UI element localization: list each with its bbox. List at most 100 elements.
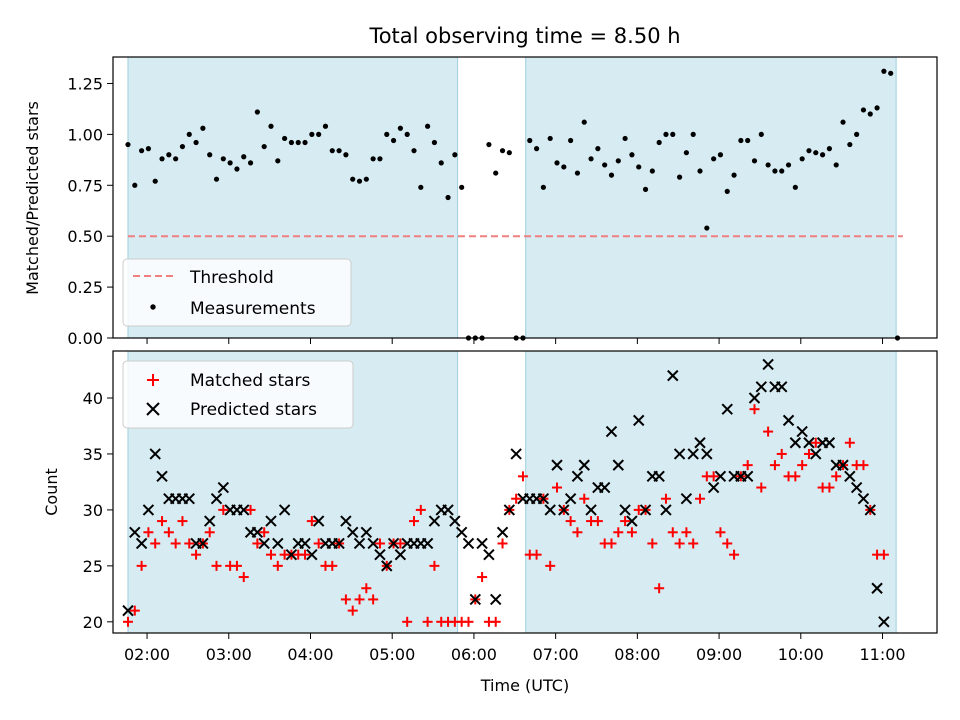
measurement-point	[636, 164, 642, 170]
matched-star-marker	[742, 460, 753, 471]
predicted-star-marker	[496, 526, 509, 538]
matched-star-marker	[517, 471, 528, 482]
marker-stroke	[442, 504, 454, 516]
marker-stroke	[653, 470, 665, 483]
measurement-point	[602, 162, 608, 168]
x-tick-label: 03:00	[206, 645, 252, 664]
predicted-star-marker	[455, 526, 468, 538]
marker-stroke	[381, 560, 393, 572]
marker-stroke	[490, 593, 502, 606]
x-tick-label: 08:00	[614, 645, 660, 664]
predicted-star-marker	[721, 403, 733, 415]
predicted-star-marker	[857, 493, 870, 505]
measurement-point	[881, 68, 887, 74]
measurement-point	[568, 137, 574, 144]
measurement-point	[452, 152, 458, 158]
measurement-point	[840, 119, 846, 125]
legend-predicted-swatch	[146, 402, 160, 416]
marker-stroke	[449, 515, 461, 527]
matched-star-marker	[688, 538, 699, 549]
y-tick-label: 40	[83, 389, 103, 408]
measurement-point	[738, 137, 744, 144]
predicted-star-marker	[421, 537, 434, 550]
measurement-point	[295, 139, 301, 146]
predicted-star-marker	[701, 448, 713, 460]
marker-stroke	[789, 437, 802, 449]
matched-star-marker	[552, 482, 563, 493]
predicted-star-marker	[660, 504, 672, 516]
marker-stroke	[564, 493, 577, 505]
predicted-star-marker	[142, 504, 155, 516]
predicted-star-marker	[633, 414, 645, 427]
matched-star-marker	[620, 516, 631, 527]
measurement-point	[813, 150, 819, 156]
x-tick-label: 06:00	[451, 645, 497, 664]
marker-stroke	[340, 515, 352, 527]
marker-stroke	[741, 470, 754, 483]
predicted-star-marker	[571, 470, 584, 483]
x-tick-label: 09:00	[696, 645, 742, 664]
predicted-star-marker	[694, 437, 706, 449]
marker-stroke	[612, 459, 625, 471]
matched-star-marker	[810, 437, 821, 448]
marker-stroke	[510, 448, 522, 460]
predicted-stars-points	[122, 358, 890, 628]
y-tick-label: 30	[83, 501, 103, 520]
measurement-point	[254, 109, 260, 115]
matched-star-marker	[204, 527, 215, 538]
predicted-star-marker	[864, 504, 876, 516]
measurement-point	[322, 123, 329, 129]
measurement-point	[772, 168, 778, 174]
measurement-point	[418, 184, 424, 190]
marker-stroke	[462, 537, 475, 550]
marker-stroke	[823, 437, 836, 449]
predicted-star-marker	[714, 470, 727, 483]
measurement-point	[329, 148, 335, 154]
measurement-point	[200, 125, 206, 131]
marker-stroke	[633, 414, 645, 427]
measurement-point	[425, 123, 431, 129]
marker-stroke	[748, 392, 761, 404]
marker-stroke	[374, 548, 386, 561]
top-x-ticks	[146, 338, 884, 344]
predicted-star-marker	[626, 515, 638, 527]
predicted-star-marker	[762, 358, 774, 371]
measurement-point	[506, 150, 512, 156]
predicted-star-marker	[476, 537, 488, 550]
predicted-star-marker	[353, 537, 366, 550]
marker-stroke	[639, 504, 652, 516]
y-tick-label: 0.00	[67, 329, 103, 348]
marker-stroke	[265, 515, 277, 527]
marker-stroke	[258, 537, 270, 550]
marker-stroke	[803, 437, 815, 449]
marker-stroke	[598, 481, 611, 494]
top-y-ticks: 0.00 0.25 0.50 0.75 1.00 1.25	[67, 74, 113, 348]
predicted-star-marker	[381, 560, 393, 572]
measurement-point	[145, 146, 152, 152]
measurement-point	[683, 150, 689, 156]
matched-star-marker	[565, 516, 576, 527]
marker-stroke	[278, 504, 291, 516]
marker-stroke	[306, 548, 318, 561]
measurement-point	[404, 131, 410, 137]
measurement-point	[663, 131, 669, 137]
matched-star-marker	[252, 538, 263, 549]
bottom-y-axis-label: Count	[42, 468, 61, 516]
matched-star-marker	[797, 460, 808, 471]
measurement-point	[350, 176, 356, 182]
predicted-star-marker	[306, 548, 318, 561]
marker-stroke	[367, 537, 379, 550]
measurement-point	[758, 131, 764, 137]
marker-stroke	[558, 504, 570, 516]
marker-stroke	[238, 504, 250, 516]
measurement-point	[166, 152, 172, 158]
matched-star-marker	[824, 482, 835, 493]
matched-stars-points	[122, 404, 889, 627]
matched-star-marker	[715, 527, 726, 538]
matched-star-marker	[626, 527, 637, 538]
matched-star-marker	[647, 538, 658, 549]
measurement-point	[343, 152, 349, 158]
marker-stroke	[544, 504, 556, 516]
bottom-y-ticks: 20 25 30 35 40	[83, 389, 113, 632]
marker-stroke	[135, 537, 148, 550]
